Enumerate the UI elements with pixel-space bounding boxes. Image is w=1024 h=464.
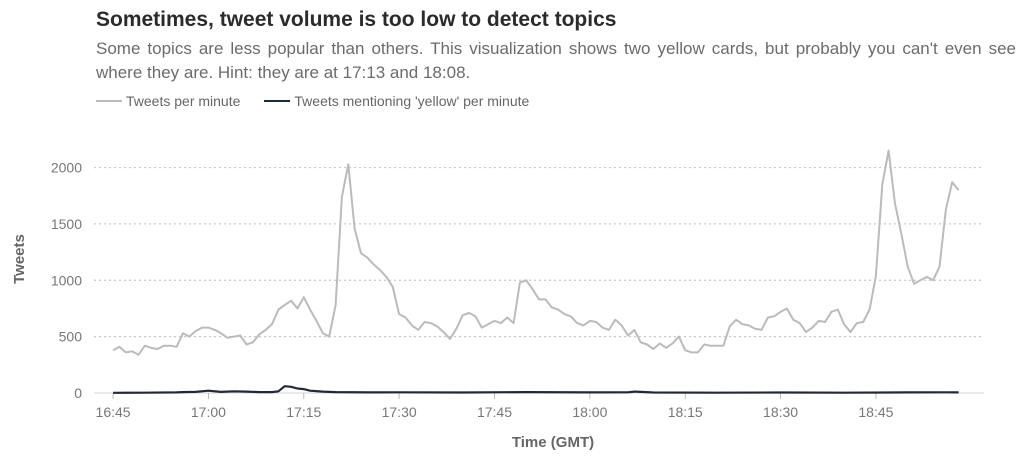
legend-label-yellow: Tweets mentioning 'yellow' per minute bbox=[294, 93, 530, 109]
x-axis: 16:45 17:00 17:15 17:30 17:45 18:00 18:15 18:30… bbox=[94, 392, 984, 420]
legend-swatch-yellow bbox=[264, 100, 291, 102]
chart-title: Sometimes, tweet volume is too low to de… bbox=[96, 8, 617, 31]
y-tick-label: 1500 bbox=[51, 216, 82, 232]
legend-swatch-total bbox=[96, 100, 122, 102]
y-tick-label: 1000 bbox=[51, 272, 82, 288]
y-axis-title: Tweets bbox=[11, 234, 28, 284]
x-tick-label: 17:30 bbox=[382, 404, 417, 420]
x-tick-label: 18:30 bbox=[763, 404, 798, 420]
x-tick-label: 16:45 bbox=[96, 404, 131, 420]
x-tick-label: 18:45 bbox=[858, 404, 893, 420]
legend-item-total[interactable]: Tweets per minute bbox=[96, 93, 240, 109]
x-tick-label: 17:45 bbox=[477, 404, 512, 420]
series-line-yellow bbox=[113, 385, 959, 394]
x-axis-title: Time (GMT) bbox=[512, 434, 594, 451]
y-axis-ticks: 0 500 1000 1500 2000 bbox=[51, 160, 82, 401]
chart-subtitle: Some topics are less popular than others… bbox=[96, 39, 1016, 82]
x-tick-label: 17:00 bbox=[191, 404, 226, 420]
legend-label-total: Tweets per minute bbox=[126, 93, 241, 109]
grid-lines bbox=[94, 166, 984, 338]
x-tick-label: 18:15 bbox=[668, 404, 703, 420]
series-lines bbox=[112, 149, 960, 394]
legend-item-yellow[interactable]: Tweets mentioning 'yellow' per minute bbox=[264, 93, 529, 109]
x-tick-label: 18:00 bbox=[572, 404, 607, 420]
chart-legend: Tweets per minute Tweets mentioning 'yel… bbox=[96, 93, 553, 109]
x-tick-label: 17:15 bbox=[286, 404, 321, 420]
series-line-total bbox=[112, 149, 960, 356]
y-tick-label: 0 bbox=[74, 385, 82, 401]
y-tick-label: 500 bbox=[59, 329, 83, 345]
y-tick-label: 2000 bbox=[51, 160, 82, 176]
